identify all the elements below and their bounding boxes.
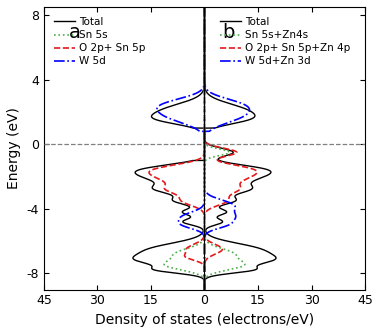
Text: a: a (69, 23, 81, 42)
Legend: Total, Sn 5s+Zn4s, O 2p+ Sn 5p+Zn 4p, W 5d+Zn 3d: Total, Sn 5s+Zn4s, O 2p+ Sn 5p+Zn 4p, W … (218, 15, 352, 68)
Y-axis label: Energy (eV): Energy (eV) (7, 107, 21, 189)
Text: b: b (222, 23, 235, 42)
X-axis label: Density of states (electrons/eV): Density of states (electrons/eV) (95, 313, 314, 327)
